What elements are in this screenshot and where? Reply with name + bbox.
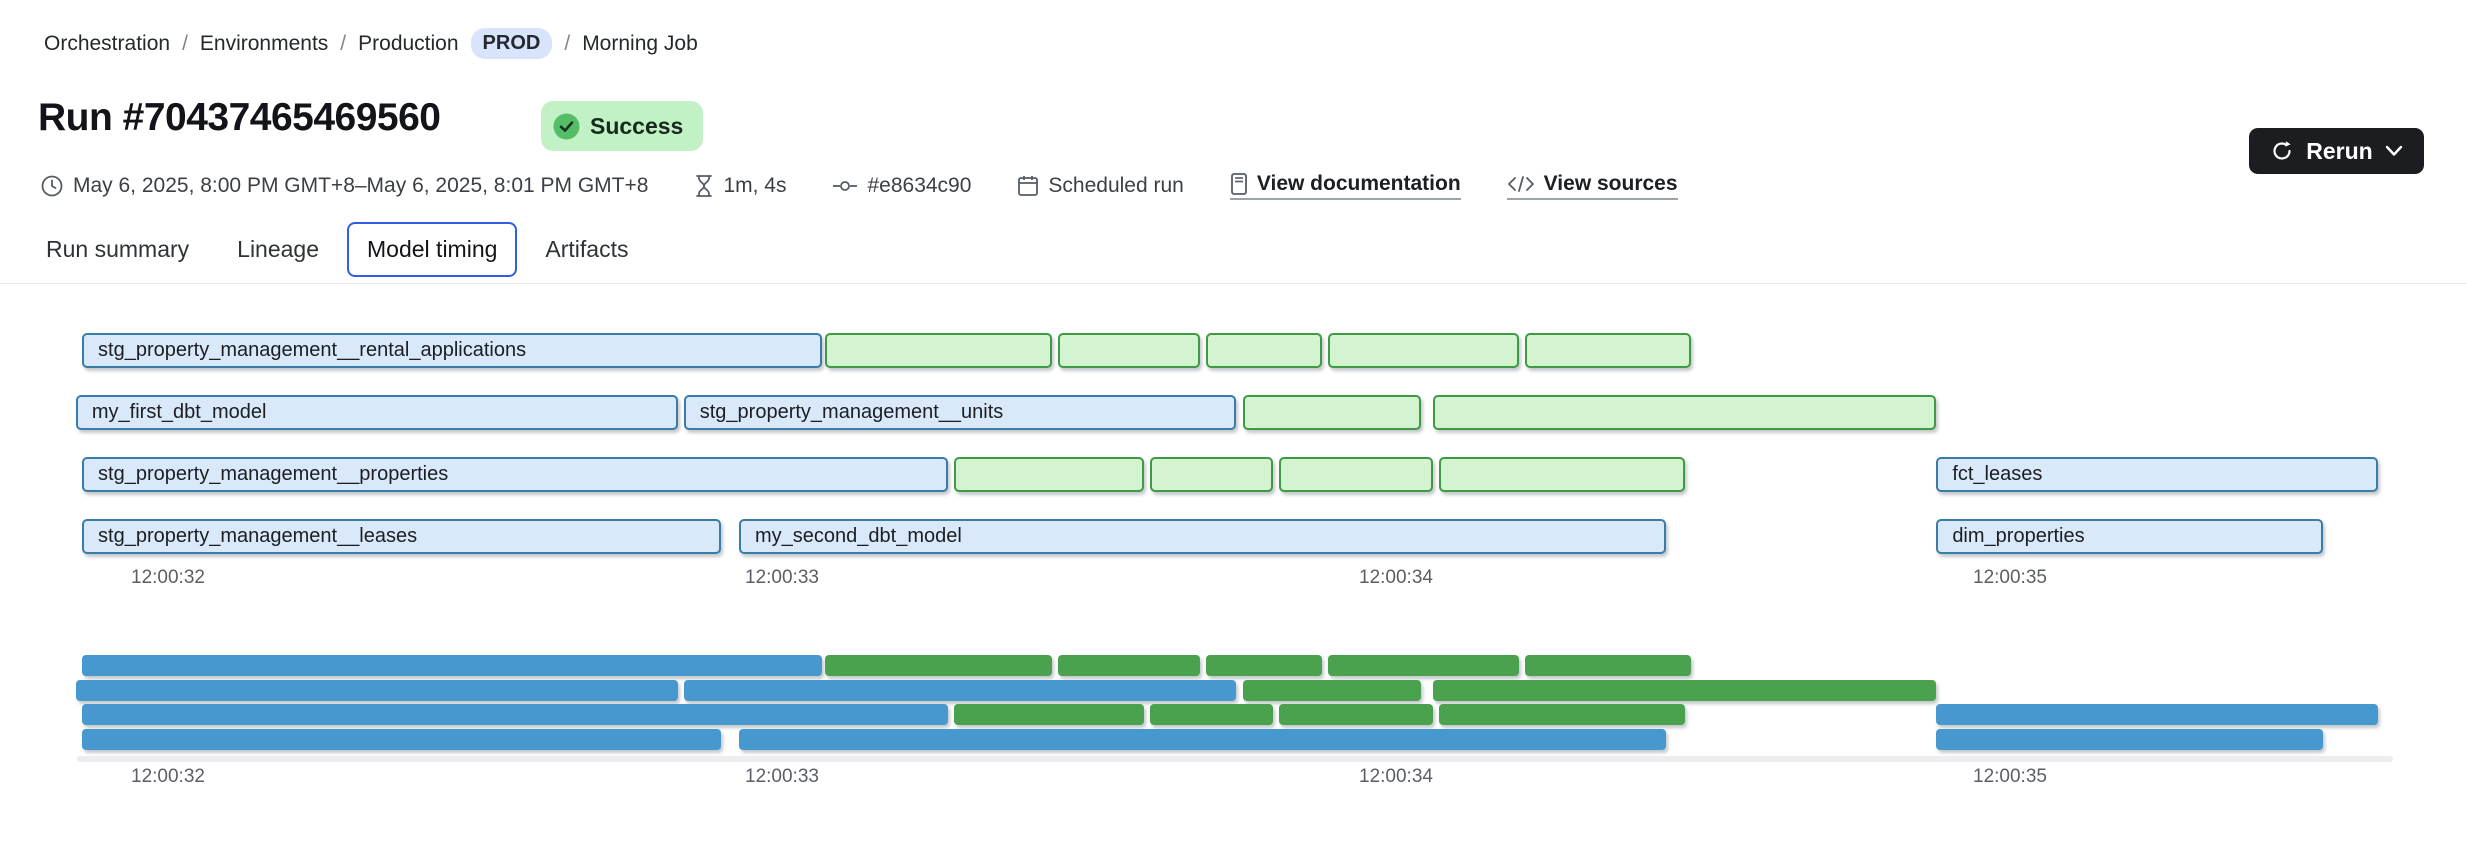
- minimap-scroll-track[interactable]: [77, 756, 2393, 762]
- breadcrumb-item-current: Morning Job: [582, 31, 698, 55]
- time-axis-label: 12:00:34: [1359, 766, 1433, 787]
- documentation-icon: [1230, 173, 1247, 195]
- gantt-bar-label: dim_properties: [1952, 525, 2085, 547]
- gantt-bar[interactable]: [1058, 333, 1200, 368]
- tabs-divider: [0, 283, 2466, 284]
- calendar-icon: [1018, 176, 1039, 196]
- commit-icon: [833, 181, 858, 191]
- chevron-down-icon: [2385, 145, 2402, 156]
- minimap-bar: [82, 728, 721, 750]
- minimap-bar: [1242, 679, 1421, 701]
- run-time-range: May 6, 2025, 8:00 PM GMT+8–May 6, 2025, …: [40, 174, 648, 198]
- breadcrumb-item-production[interactable]: Production: [358, 31, 459, 55]
- time-axis-label: 12:00:33: [745, 567, 819, 588]
- minimap-bar: [683, 679, 1237, 701]
- minimap-bar: [953, 704, 1145, 725]
- breadcrumb-item-environments[interactable]: Environments: [199, 31, 329, 55]
- gantt-bar-label: stg_property_management__units: [699, 401, 1004, 423]
- breadcrumb: Orchestration / Environments / Productio…: [44, 28, 698, 59]
- gantt-bar[interactable]: my_first_dbt_model: [75, 395, 678, 430]
- run-time-range-text: May 6, 2025, 8:00 PM GMT+8–May 6, 2025, …: [73, 174, 649, 197]
- run-duration-text: 1m, 4s: [723, 174, 787, 197]
- gantt-bar-label: stg_property_management__properties: [98, 463, 449, 485]
- gantt-bar-label: my_first_dbt_model: [91, 401, 267, 423]
- gantt-bar[interactable]: my_second_dbt_model: [739, 519, 1667, 554]
- gantt-bar[interactable]: [1328, 333, 1519, 368]
- view-sources-label: View sources: [1543, 172, 1678, 195]
- gantt-bar-label: my_second_dbt_model: [755, 525, 962, 547]
- run-commit-text[interactable]: #e8634c90: [867, 174, 972, 197]
- clock-icon: [41, 175, 63, 197]
- minimap-bar: [1058, 655, 1200, 676]
- view-sources-link[interactable]: View sources: [1506, 172, 1678, 200]
- rerun-button-label: Rerun: [2306, 137, 2373, 164]
- environment-badge: PROD: [470, 28, 553, 59]
- status-badge: Success: [541, 101, 704, 151]
- gantt-bar[interactable]: [1242, 395, 1421, 430]
- code-icon: [1507, 176, 1534, 192]
- view-documentation-label: View documentation: [1256, 172, 1461, 195]
- gantt-bar-label: fct_leases: [1952, 463, 2043, 485]
- time-axis-label: 12:00:33: [745, 766, 819, 787]
- minimap-bar: [824, 655, 1053, 676]
- minimap-bar: [82, 704, 948, 725]
- minimap-bar: [1524, 655, 1691, 676]
- gantt-bar[interactable]: [824, 333, 1053, 368]
- breadcrumb-separator: /: [340, 31, 347, 55]
- breadcrumb-item-orchestration[interactable]: Orchestration: [44, 31, 171, 55]
- check-circle-icon: [553, 113, 580, 139]
- gantt-bar[interactable]: stg_property_management__leases: [82, 519, 721, 554]
- run-trigger-text: Scheduled run: [1048, 174, 1184, 197]
- gantt-bar[interactable]: stg_property_management__properties: [82, 457, 948, 492]
- run-meta-row: May 6, 2025, 8:00 PM GMT+8–May 6, 2025, …: [40, 172, 1678, 200]
- gantt-bar-label: stg_property_management__rental_applicat…: [98, 339, 527, 361]
- status-badge-label: Success: [590, 112, 684, 139]
- gantt-bar[interactable]: dim_properties: [1936, 519, 2324, 554]
- run-commit: #e8634c90: [832, 174, 971, 198]
- minimap-bar: [1432, 679, 1937, 701]
- time-axis-label: 12:00:32: [131, 766, 205, 787]
- minimap-bar: [1205, 655, 1323, 676]
- breadcrumb-separator: /: [564, 31, 571, 55]
- time-axis-label: 12:00:35: [1973, 567, 2047, 588]
- minimap-bar: [1328, 655, 1519, 676]
- gantt-bar[interactable]: [1279, 457, 1433, 492]
- run-trigger: Scheduled run: [1017, 174, 1184, 198]
- minimap-bar: [739, 728, 1667, 750]
- view-documentation-link[interactable]: View documentation: [1229, 172, 1461, 200]
- refresh-icon: [2273, 141, 2291, 160]
- minimap-bar: [75, 679, 678, 701]
- gantt-bar[interactable]: stg_property_management__units: [683, 395, 1237, 430]
- tab-lineage[interactable]: Lineage: [237, 236, 320, 262]
- gantt-bar[interactable]: [953, 457, 1145, 492]
- gantt-bar[interactable]: [1432, 395, 1937, 430]
- gantt-bar[interactable]: fct_leases: [1936, 457, 2379, 492]
- breadcrumb-separator: /: [182, 31, 188, 55]
- minimap-bar: [1279, 704, 1433, 725]
- time-axis-label: 12:00:32: [131, 567, 205, 588]
- minimap-bar: [82, 655, 822, 676]
- rerun-button[interactable]: Rerun: [2249, 128, 2424, 174]
- time-axis-label: 12:00:35: [1973, 766, 2047, 787]
- gantt-bar[interactable]: [1150, 457, 1274, 492]
- time-axis-label: 12:00:34: [1359, 567, 1433, 588]
- gantt-bar[interactable]: [1205, 333, 1323, 368]
- gantt-bar-label: stg_property_management__leases: [98, 525, 418, 547]
- gantt-bar[interactable]: stg_property_management__rental_applicat…: [82, 333, 822, 368]
- minimap-bar: [1150, 704, 1274, 725]
- hourglass-icon: [696, 175, 713, 197]
- tab-bar: Run summary Lineage Model timing Artifac…: [26, 222, 648, 277]
- tab-run-summary[interactable]: Run summary: [46, 236, 190, 262]
- page-title: Run #70437465469560: [38, 96, 441, 139]
- run-duration: 1m, 4s: [694, 174, 786, 198]
- gantt-bar[interactable]: [1524, 333, 1691, 368]
- minimap-bar: [1936, 704, 2379, 725]
- minimap-bar: [1438, 704, 1685, 725]
- tab-model-timing[interactable]: Model timing: [347, 222, 518, 277]
- gantt-bar[interactable]: [1438, 457, 1685, 492]
- tab-artifacts[interactable]: Artifacts: [545, 236, 629, 262]
- minimap-bar: [1936, 728, 2324, 750]
